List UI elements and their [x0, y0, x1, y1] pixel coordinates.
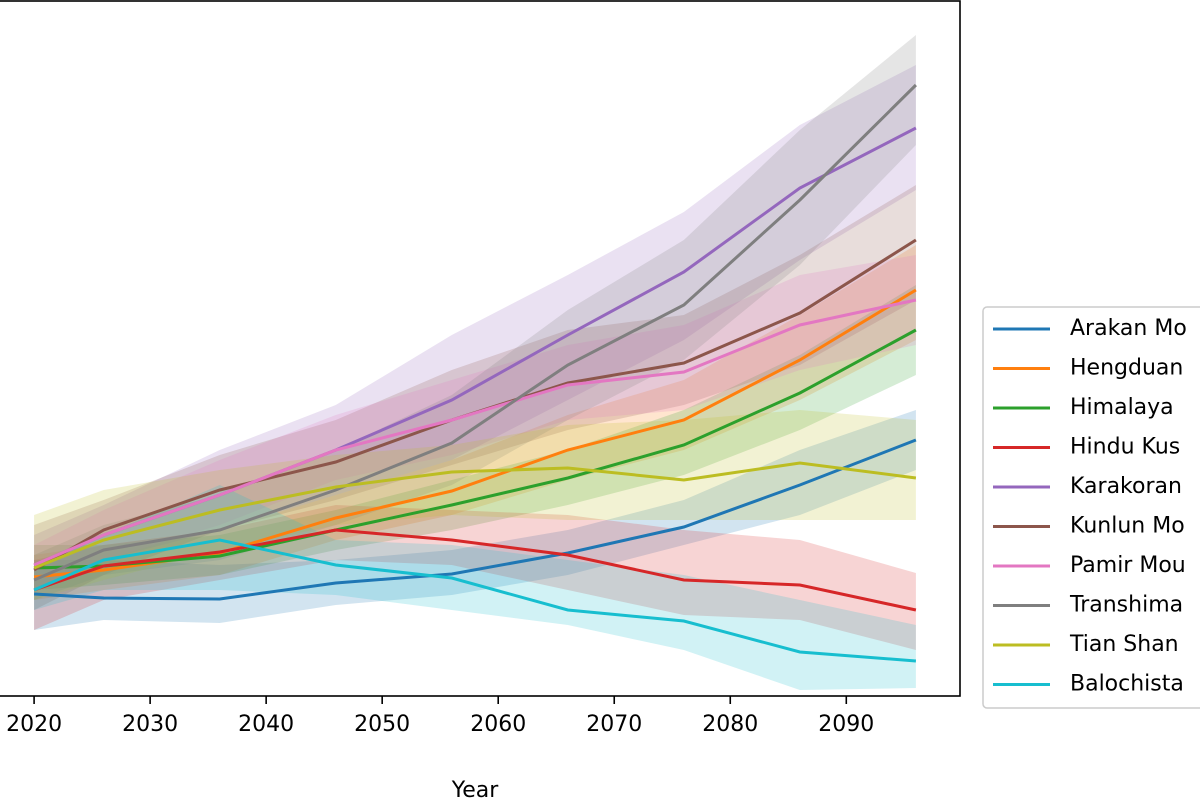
x-tick-label: 2050	[354, 712, 410, 737]
confidence-band	[34, 65, 916, 590]
confidence-band	[34, 285, 916, 590]
x-tick-label: 2090	[818, 712, 874, 737]
confidence-band	[34, 485, 916, 690]
series-line	[33, 461, 917, 570]
confidence-band	[34, 255, 916, 590]
x-tick-label: 2070	[586, 712, 642, 737]
series-line	[34, 438, 917, 601]
x-tick-label: 2080	[702, 712, 758, 737]
plot-frame	[0, 0, 961, 697]
x-tick-label: 2060	[470, 712, 526, 737]
confidence-band	[34, 410, 916, 600]
series-line	[33, 288, 917, 579]
x-tick-label: 2030	[122, 712, 178, 737]
series-line	[33, 528, 917, 612]
x-tick-label: 2020	[6, 712, 62, 737]
legend-label: Arakan Mo	[1070, 316, 1187, 341]
legend-label: Tian Shan	[1069, 632, 1179, 657]
legend-label: Himalaya	[1070, 395, 1174, 420]
x-tick-label: 2040	[238, 712, 294, 737]
series-line	[33, 83, 917, 582]
legend-label: Hengduan	[1070, 356, 1183, 381]
confidence-band	[34, 410, 916, 630]
legend-label: Transhima	[1069, 593, 1183, 618]
legend-label: Karakoran	[1070, 474, 1182, 499]
series-line	[33, 298, 917, 567]
x-axis-label: Year	[451, 778, 500, 802]
confidence-band	[34, 35, 916, 600]
series-line	[33, 538, 917, 663]
legend-label: Balochista	[1070, 672, 1184, 697]
legend-label: Hindu Kus	[1070, 435, 1180, 460]
legend-label: Pamir Mou	[1070, 553, 1186, 578]
legend-label: Kunlun Mo	[1070, 514, 1185, 539]
